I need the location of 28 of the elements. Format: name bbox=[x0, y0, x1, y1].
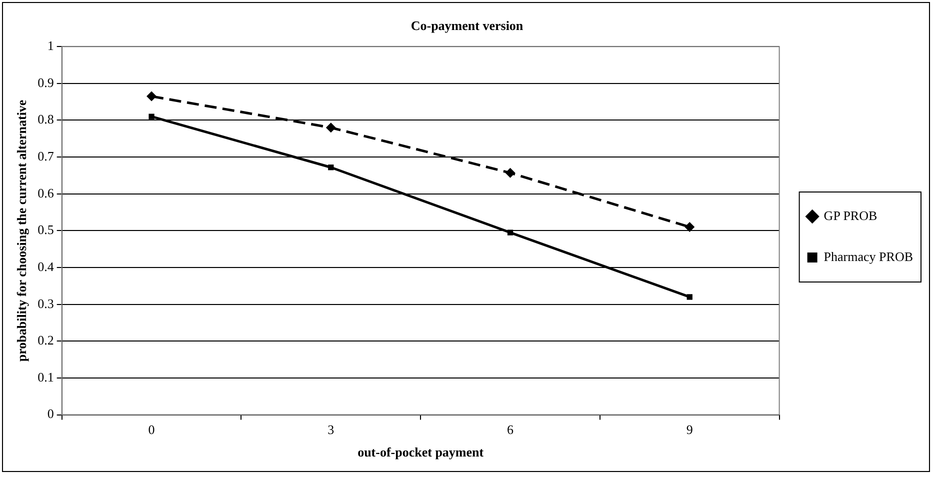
x-tick-label: 3 bbox=[328, 422, 334, 438]
legend-label: GP PROB bbox=[824, 208, 878, 223]
point bbox=[328, 164, 334, 170]
y-tick-label: 0.7 bbox=[38, 148, 54, 164]
point bbox=[507, 230, 514, 236]
chart-title: Co-payment version bbox=[410, 18, 524, 34]
legend-label: Pharmacy PROB bbox=[824, 248, 914, 264]
x-axis-title: out-of-pocket payment bbox=[358, 444, 484, 460]
y-tick-label: 0.2 bbox=[38, 332, 54, 348]
point bbox=[686, 294, 692, 300]
y-tick-label: 0.9 bbox=[38, 74, 54, 90]
point bbox=[505, 168, 516, 178]
point bbox=[326, 122, 336, 133]
point bbox=[148, 114, 154, 120]
y-tick-label: 0 bbox=[47, 406, 54, 422]
y-tick-label: 0.6 bbox=[38, 185, 54, 200]
y-tick-label: 1 bbox=[47, 38, 54, 54]
point bbox=[146, 91, 157, 102]
y-tick-label: 0.8 bbox=[38, 112, 54, 127]
x-tick-label: 6 bbox=[507, 422, 514, 438]
y-axis-title: probability for choosing the current alternative bbox=[14, 100, 30, 362]
point bbox=[684, 222, 695, 232]
y-tick-label: 0.1 bbox=[38, 369, 54, 384]
x-tick-label: 9 bbox=[686, 422, 693, 438]
x-tick-label: 0 bbox=[148, 422, 155, 438]
y-tick-label: 0.5 bbox=[38, 222, 54, 238]
y-tick-label: 0.3 bbox=[38, 296, 54, 311]
y-tick-label: 0.4 bbox=[38, 258, 54, 274]
